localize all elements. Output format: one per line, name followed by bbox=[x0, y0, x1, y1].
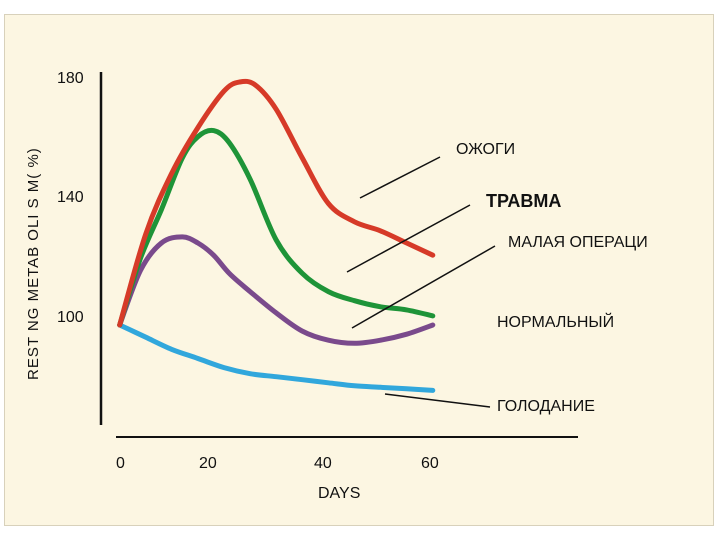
x-tick-60: 60 bbox=[421, 455, 439, 472]
y-tick-180: 180 bbox=[57, 70, 84, 87]
label-burns: ОЖОГИ bbox=[456, 141, 515, 158]
leader-line-trauma bbox=[346, 204, 471, 273]
series-line-starvation bbox=[117, 322, 436, 393]
y-tick-100: 100 bbox=[57, 309, 84, 326]
leader-line-starvation bbox=[384, 393, 491, 408]
leader-line-burns bbox=[359, 156, 441, 199]
chart-panel bbox=[4, 14, 714, 526]
label-normal: НОРМАЛЬНЫЙ bbox=[497, 312, 614, 331]
series-layer bbox=[117, 78, 436, 393]
y-tick-140: 140 bbox=[57, 189, 84, 206]
label-starvation: ГОЛОДАНИЕ bbox=[497, 398, 595, 415]
leader-line-minor-surgery bbox=[351, 245, 496, 329]
series-line-burns bbox=[117, 78, 436, 328]
x-tick-20: 20 bbox=[199, 455, 217, 472]
series-line-trauma bbox=[117, 127, 436, 328]
series-line-minor-surgery bbox=[117, 234, 436, 346]
x-axis-title: DAYS bbox=[318, 485, 360, 502]
x-tick-0: 0 bbox=[116, 455, 125, 472]
label-trauma: ТРАВМА bbox=[486, 191, 561, 211]
x-tick-40: 40 bbox=[314, 455, 332, 472]
y-axis-title: REST NG METAB OLI S M( %) bbox=[25, 147, 42, 380]
label-minor-surgery: МАЛАЯ ОПЕРАЦИ bbox=[508, 234, 648, 251]
